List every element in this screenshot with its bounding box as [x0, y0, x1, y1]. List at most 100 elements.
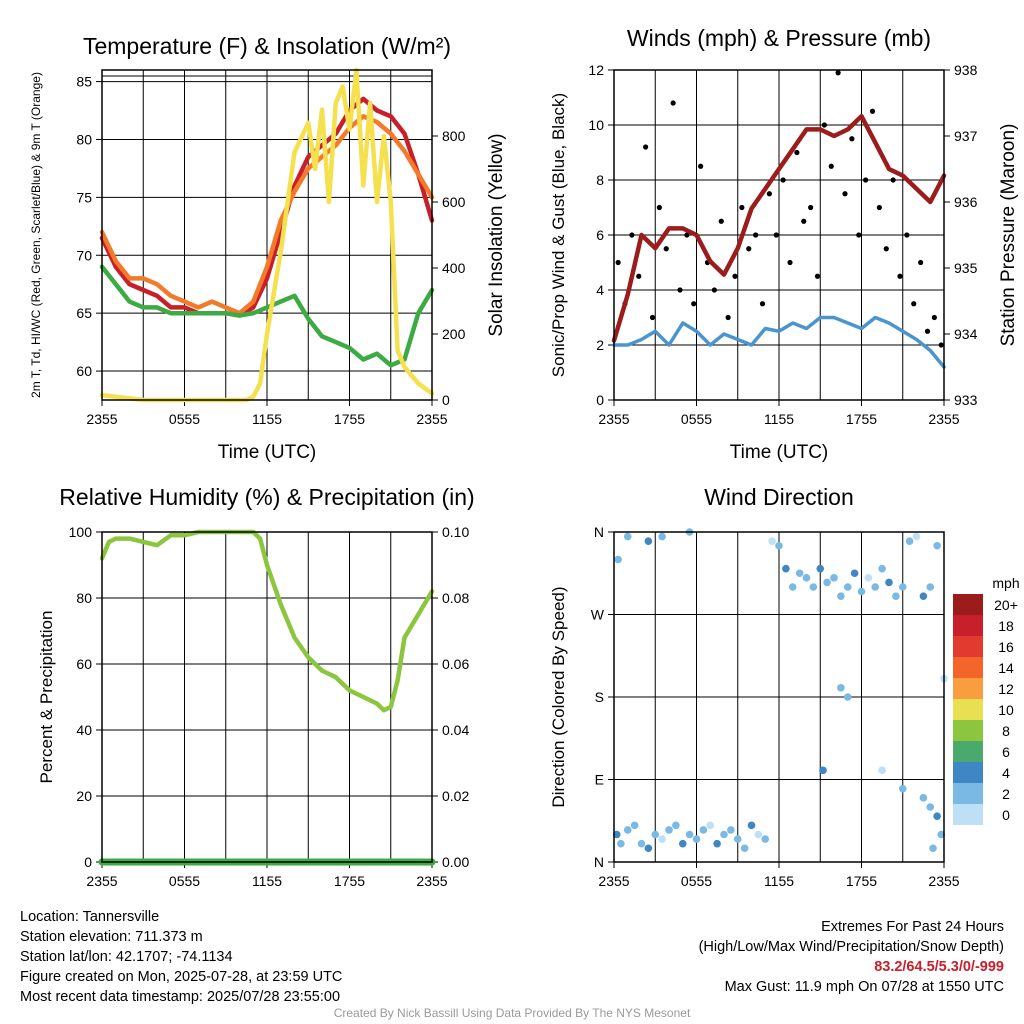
series-line: [99, 96, 435, 318]
y-tick-label-right: 400: [442, 260, 466, 276]
colorbar-label: 2: [1002, 786, 1010, 802]
y-axis-label-right: Solar Insolation (Yellow): [486, 133, 507, 336]
data-point: [732, 273, 738, 279]
x-tick-label: 0555: [681, 411, 712, 427]
station-elevation: Station elevation: 711.373 m: [20, 929, 203, 945]
x-tick-label: 1755: [334, 873, 365, 889]
colorbar-label: 20+: [994, 597, 1018, 613]
data-point: [809, 583, 818, 591]
x-tick-label: 1755: [334, 411, 365, 427]
y-tick-label-right: 938: [954, 62, 978, 78]
y-tick-label-left: 12: [588, 62, 604, 78]
y-tick-label-left: 0: [596, 392, 604, 408]
colorbar-swatch: [953, 804, 983, 825]
y-axis-label-right: Station Pressure (Maroon): [998, 124, 1019, 347]
data-point: [857, 587, 866, 596]
data-point: [918, 259, 924, 266]
data-point: [670, 100, 676, 106]
y-tick-label-left: 80: [76, 131, 92, 147]
data-point: [663, 246, 669, 252]
extremes-panel: Extremes For Past 24 Hours (High/Low/Max…: [699, 917, 1004, 997]
station-latlon: Station lat/lon: 42.1707; -74.1134: [20, 949, 233, 965]
y-tick-label-left: 20: [76, 788, 92, 804]
data-point: [698, 163, 704, 169]
data-point: [843, 583, 852, 591]
data-point: [938, 342, 944, 348]
data-point: [720, 830, 728, 839]
data-point: [929, 844, 937, 853]
data-point: [905, 537, 914, 545]
y-tick-label-right: 0.04: [442, 722, 469, 738]
data-point: [740, 844, 749, 853]
x-tick-label: 2355: [928, 411, 959, 427]
data-point: [711, 287, 717, 293]
colorbar-swatch: [953, 720, 983, 741]
colorbar-label: 16: [998, 639, 1014, 655]
x-axis-label: Time (UTC): [730, 442, 829, 463]
y-axis-label-left: Percent & Precipitation: [37, 611, 56, 784]
data-point: [684, 232, 690, 238]
colorbar-swatch: [953, 615, 983, 636]
data-point: [623, 826, 632, 834]
data-point: [924, 328, 931, 334]
y-tick-label-right: 0.08: [442, 590, 469, 606]
series-line: [612, 315, 946, 369]
colorbar-label: 18: [998, 618, 1014, 634]
y-tick-label-left: S: [595, 689, 604, 705]
data-point: [814, 273, 821, 279]
x-tick-label: 1755: [846, 873, 877, 889]
data-point: [869, 108, 876, 114]
series-line: [99, 114, 435, 316]
x-tick-label: 2355: [416, 873, 447, 889]
plot-frame: [613, 531, 945, 863]
y-tick-label-right: 200: [442, 326, 466, 342]
data-point: [835, 70, 841, 76]
y-axis-label-left: Sonic/Prop Wind & Gust (Blue, Black): [549, 93, 568, 377]
data-point: [892, 592, 900, 600]
x-tick-label: 2355: [416, 411, 447, 427]
data-point: [933, 812, 941, 820]
data-point: [788, 583, 797, 591]
data-point: [919, 592, 928, 600]
y-tick-label-right: 934: [954, 326, 978, 342]
data-point: [665, 826, 673, 834]
colorbar-label: 8: [1002, 723, 1010, 739]
data-point: [876, 204, 882, 211]
data-point: [617, 839, 625, 848]
data-point: [644, 537, 653, 545]
y-tick-label-left: N: [594, 854, 604, 870]
data-point: [883, 246, 889, 252]
x-tick-label: 1155: [764, 873, 794, 889]
data-point: [713, 839, 721, 848]
data-point: [878, 564, 886, 573]
chart-3: 0 20 40 60 80 100 0.00 0.02 0.04 0.06 0.08 0.10 2355…: [37, 484, 475, 889]
colorbar-swatch: [953, 741, 983, 762]
data-point: [898, 784, 907, 793]
data-point: [637, 839, 646, 848]
data-point: [644, 844, 653, 853]
y-tick-label-left: 60: [76, 363, 92, 379]
data-point: [733, 835, 742, 843]
data-point: [630, 821, 639, 830]
data-point: [706, 821, 715, 830]
data-point: [898, 583, 907, 591]
data-point: [911, 301, 917, 307]
y-tick-label-left: 0: [84, 854, 92, 870]
colorbar-label: 10: [998, 702, 1014, 718]
y-axis-label-left: 2m T, Td, HI/WC (Red, Green, Scarlet/Blu…: [29, 72, 43, 398]
data-point: [672, 821, 680, 830]
x-tick-label: 0555: [169, 411, 200, 427]
y-tick-label-left: 60: [76, 656, 92, 672]
station-location: Location: Tannersville: [20, 909, 160, 925]
colorbar-swatch: [953, 657, 983, 678]
y-tick-label-left: 10: [588, 117, 604, 133]
y-tick-label-right: 936: [954, 194, 978, 210]
y-tick-label-left: 8: [596, 172, 604, 188]
chart-4: N E S W N 2355 0555 1155 1755 2355 Wind Direction D…: [549, 484, 1020, 889]
data-point: [897, 273, 903, 279]
y-tick-label-right: 937: [954, 128, 978, 144]
y-tick-label-left: 4: [596, 282, 604, 298]
max-gust: Max Gust: 11.9 mph On 07/28 at 1550 UTC: [724, 979, 1004, 995]
data-point: [801, 218, 807, 224]
